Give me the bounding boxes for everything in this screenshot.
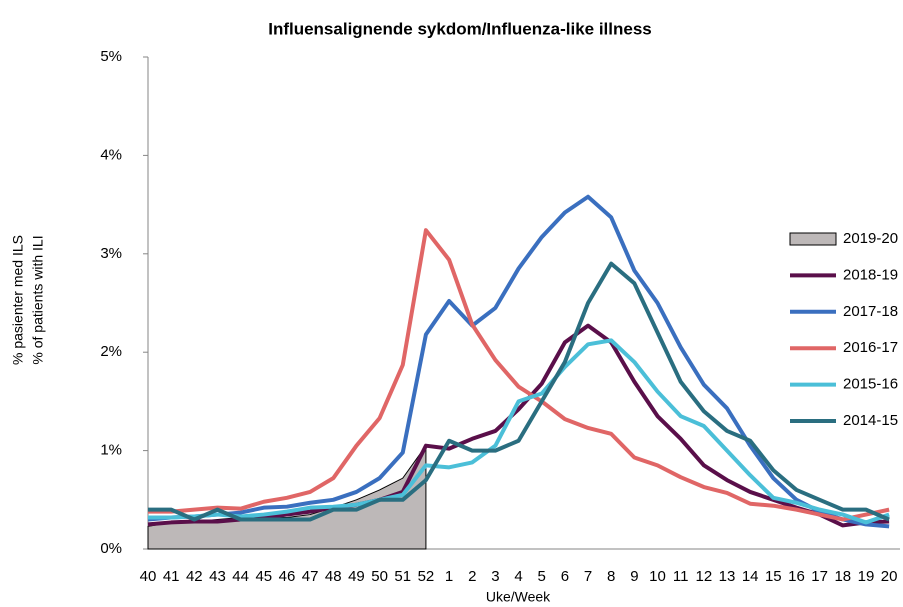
x-tick-label: 1 bbox=[445, 568, 453, 585]
legend-label: 2018-19 bbox=[843, 266, 898, 283]
x-tick-label: 8 bbox=[607, 568, 615, 585]
x-tick-label: 17 bbox=[811, 568, 828, 585]
x-tick-label: 12 bbox=[695, 568, 712, 585]
x-tick-label: 49 bbox=[348, 568, 365, 585]
legend-label: 2017-18 bbox=[843, 303, 898, 320]
x-tick-label: 41 bbox=[163, 568, 180, 585]
x-tick-label: 20 bbox=[881, 568, 898, 585]
x-tick-label: 4 bbox=[514, 568, 522, 585]
x-tick-label: 2 bbox=[468, 568, 476, 585]
chart-title: Influensalignende sykdom/Influenza-like … bbox=[268, 19, 652, 38]
y-tick-label: 4% bbox=[100, 146, 122, 163]
x-tick-label: 5 bbox=[538, 568, 546, 585]
y-tick-label: 3% bbox=[100, 245, 122, 262]
x-tick-label: 51 bbox=[394, 568, 411, 585]
x-tick-label: 11 bbox=[673, 568, 689, 585]
x-tick-label: 45 bbox=[255, 568, 272, 585]
x-tick-label: 7 bbox=[584, 568, 592, 585]
line bbox=[148, 228, 890, 522]
x-tick-label: 13 bbox=[719, 568, 736, 585]
legend-swatch bbox=[789, 232, 837, 246]
y-tick-label: 2% bbox=[100, 343, 122, 360]
x-tick-label: 9 bbox=[630, 568, 638, 585]
legend-label: 2019-20 bbox=[843, 230, 898, 247]
legend-label: 2015-16 bbox=[843, 376, 898, 393]
x-tick-label: 52 bbox=[418, 568, 435, 585]
y-tick-label: 1% bbox=[100, 442, 122, 459]
line bbox=[147, 194, 890, 529]
line bbox=[147, 323, 890, 528]
y-tick-label: 5% bbox=[100, 48, 122, 65]
x-tick-label: 16 bbox=[788, 568, 805, 585]
line bbox=[148, 338, 890, 525]
x-tick-label: 47 bbox=[302, 568, 319, 585]
legend-label: 2016-17 bbox=[843, 339, 898, 356]
x-tick-label: 19 bbox=[858, 568, 875, 585]
x-tick-label: 48 bbox=[325, 568, 342, 585]
x-tick-label: 6 bbox=[561, 568, 569, 585]
x-tick-label: 42 bbox=[186, 568, 203, 585]
x-tick-label: 46 bbox=[279, 568, 296, 585]
x-tick-label: 43 bbox=[209, 568, 226, 585]
x-tick-label: 3 bbox=[491, 568, 499, 585]
line bbox=[148, 261, 890, 522]
x-tick-label: 14 bbox=[742, 568, 759, 585]
x-tick-label: 18 bbox=[834, 568, 851, 585]
x-tick-label: 50 bbox=[371, 568, 388, 585]
x-tick-label: 15 bbox=[765, 568, 782, 585]
x-tick-label: 10 bbox=[649, 568, 666, 585]
x-tick-label: 40 bbox=[140, 568, 157, 585]
x-tick-label: 44 bbox=[232, 568, 249, 585]
y-tick-label: 0% bbox=[100, 540, 122, 557]
y-axis-label: % pasienter med ILS bbox=[10, 235, 26, 365]
x-axis-label: Uke/Week bbox=[486, 589, 551, 605]
y-axis-label: % of patients with ILI bbox=[30, 235, 46, 364]
legend-label: 2014-15 bbox=[843, 412, 898, 429]
